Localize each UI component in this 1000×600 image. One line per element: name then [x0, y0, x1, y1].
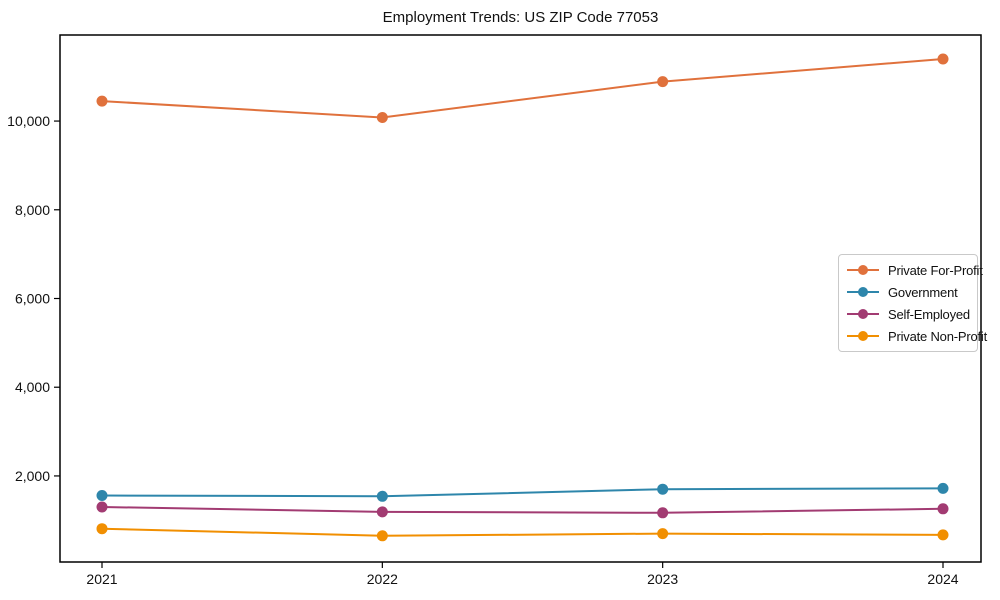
series-line-private-for-profit: [101, 58, 944, 119]
legend: Private For-Profit Government Self-Employe…: [838, 254, 987, 352]
data-point-self-employed-2024: [937, 503, 949, 515]
data-point-private-for-profit-2024: [937, 53, 949, 65]
data-point-private-non-profit-2024: [937, 529, 949, 541]
y-tick-label: 4,000: [15, 379, 50, 395]
y-tick-label: 8,000: [15, 202, 50, 218]
legend-item-self-employed: Self-Employed: [847, 306, 970, 322]
data-point-government-2021: [96, 490, 108, 501]
series-line-government: [101, 487, 944, 498]
series-line-self-employed: [101, 506, 944, 514]
data-point-private-non-profit-2022: [376, 530, 388, 542]
x-tick-label: 2023: [647, 571, 678, 587]
y-tick-label: 6,000: [15, 291, 50, 307]
legend-item-private-non-profit: Private Non-Profit: [847, 328, 987, 344]
x-tick-label: 2022: [367, 571, 398, 587]
data-point-private-non-profit-2023: [657, 528, 669, 540]
legend-marker-private-for-profit: [847, 264, 879, 276]
legend-item-private-for-profit: Private For-Profit: [847, 262, 983, 278]
data-point-private-non-profit-2021: [96, 523, 108, 535]
data-point-self-employed-2022: [376, 506, 388, 518]
legend-item-government: Government: [847, 284, 969, 300]
data-point-self-employed-2023: [657, 507, 669, 519]
series-line-private-non-profit: [101, 527, 944, 537]
legend-marker-government: [847, 286, 879, 298]
y-tick-label: 2,000: [15, 468, 50, 484]
data-point-private-for-profit-2021: [96, 95, 108, 107]
legend-label-government: Government: [888, 284, 958, 300]
data-point-private-for-profit-2023: [657, 76, 669, 88]
y-tick-label: 10,000: [7, 113, 50, 129]
legend-label-private-non-profit: Private Non-Profit: [888, 328, 987, 344]
legend-label-self-employed: Self-Employed: [888, 306, 970, 322]
chart-title: Employment Trends: US ZIP Code 77053: [382, 9, 659, 26]
x-tick-label: 2024: [927, 571, 958, 587]
data-point-private-for-profit-2022: [376, 112, 388, 123]
legend-marker-private-non-profit: [847, 330, 879, 342]
legend-label-private-for-profit: Private For-Profit: [888, 262, 983, 278]
data-point-government-2023: [657, 483, 669, 495]
legend-marker-self-employed: [847, 308, 879, 320]
data-point-government-2024: [937, 482, 949, 494]
x-tick-label: 2021: [86, 571, 117, 587]
data-point-self-employed-2021: [96, 501, 108, 513]
data-point-government-2022: [376, 490, 388, 502]
